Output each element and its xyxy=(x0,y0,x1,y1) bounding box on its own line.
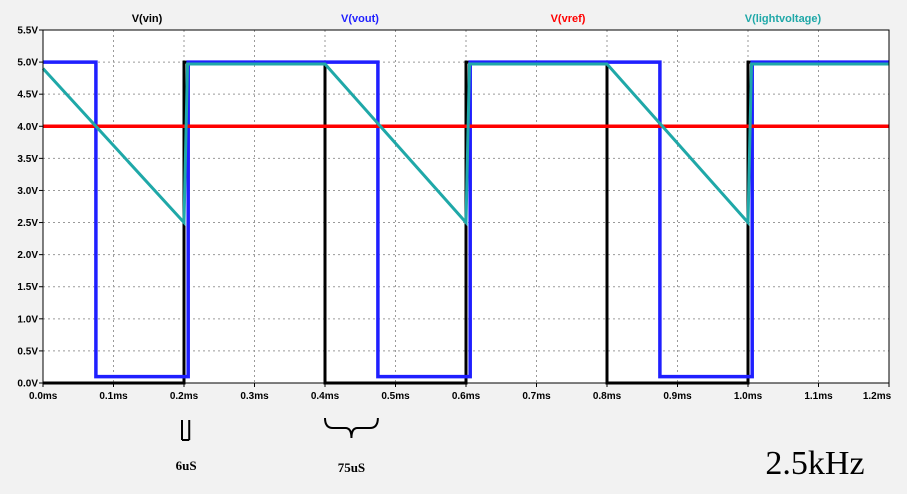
y-tick-label: 4.0V xyxy=(17,122,38,133)
y-tick-label: 3.5V xyxy=(17,154,38,165)
y-tick-label: 2.0V xyxy=(17,250,38,261)
x-tick-label: 0.4ms xyxy=(311,391,340,402)
x-tick-label: 1.1ms xyxy=(804,391,833,402)
legend: V(vin) V(vout) V(vref) V(lightvoltage) xyxy=(132,13,822,25)
y-tick-label: 1.5V xyxy=(17,282,38,293)
y-tick-label: 5.5V xyxy=(17,26,38,37)
y-tick-label: 4.5V xyxy=(17,90,38,101)
y-tick-label: 3.0V xyxy=(17,186,38,197)
annotation-75us: 75uS xyxy=(338,460,365,475)
legend-entry-0: V(vin) xyxy=(132,13,163,25)
x-tick-label: 0.8ms xyxy=(593,391,622,402)
legend-entry-3: V(lightvoltage) xyxy=(745,13,822,25)
x-tick-label: 0.5ms xyxy=(381,391,410,402)
x-tick-labels: 0.0ms 0.1ms 0.2ms 0.3ms 0.4ms 0.5ms 0.6ms 0.7ms… xyxy=(29,383,892,402)
annotation-frequency: 2.5kHz xyxy=(765,445,864,482)
y-tick-label: 5.0V xyxy=(17,58,38,69)
x-tick-label: 0.6ms xyxy=(452,391,481,402)
y-tick-labels: 0.0V 0.5V 1.0V 1.5V 2.0V 2.5V 3.0V 3.5V 4.0V 4.5V… xyxy=(17,26,43,390)
x-tick-label: 1.0ms xyxy=(734,391,763,402)
x-tick-label: 1.2ms xyxy=(863,391,892,402)
x-tick-label: 0.1ms xyxy=(99,391,128,402)
x-tick-label: 0.0ms xyxy=(29,391,58,402)
y-tick-label: 1.0V xyxy=(17,314,38,325)
annotations: 6uS 75uS 2.5kHz xyxy=(176,417,865,482)
legend-entry-2: V(vref) xyxy=(551,13,586,25)
bracket-6us xyxy=(181,420,191,441)
annotation-6us: 6uS xyxy=(176,458,197,473)
legend-entry-1: V(vout) xyxy=(341,13,379,25)
y-tick-label: 0.5V xyxy=(17,346,38,357)
x-tick-label: 0.2ms xyxy=(170,391,199,402)
series-line-3 xyxy=(41,62,889,227)
bracket-75us xyxy=(324,417,379,439)
y-tick-label: 2.5V xyxy=(17,218,38,229)
x-tick-label: 0.9ms xyxy=(663,391,692,402)
series-line-1 xyxy=(43,60,889,379)
y-tick-label: 0.0V xyxy=(17,379,38,390)
x-tick-label: 0.3ms xyxy=(240,391,269,402)
series-layer xyxy=(41,60,889,385)
x-tick-label: 0.7ms xyxy=(522,391,551,402)
